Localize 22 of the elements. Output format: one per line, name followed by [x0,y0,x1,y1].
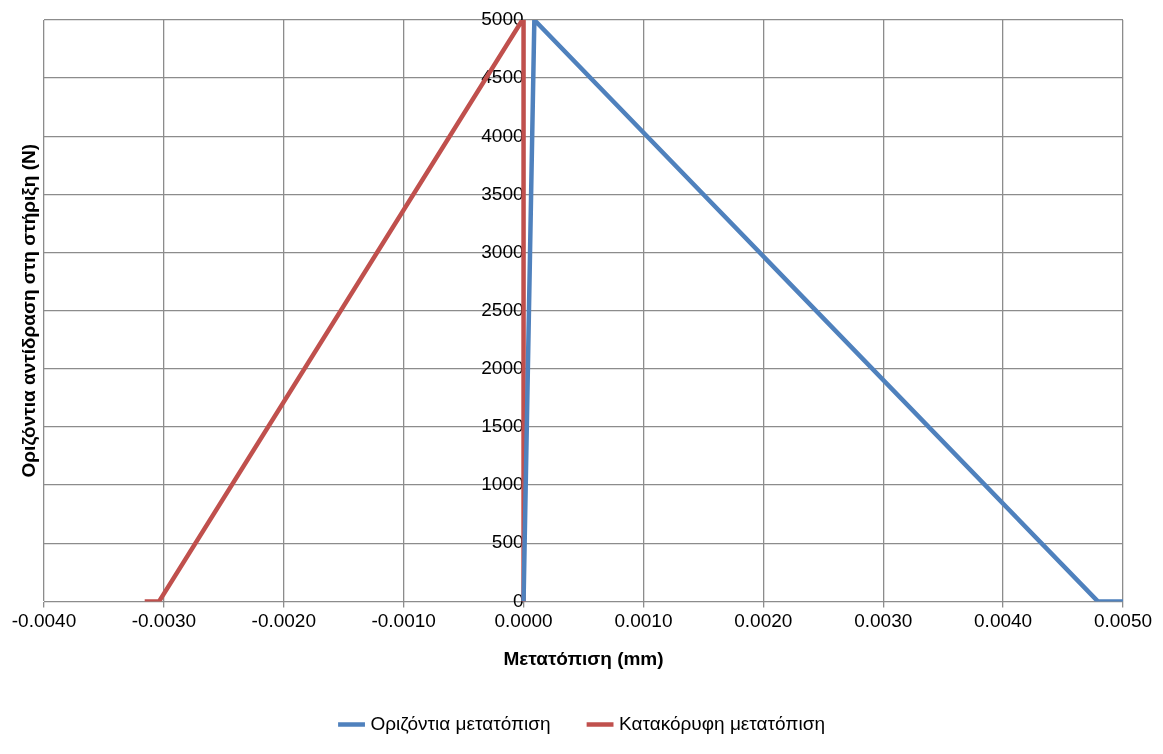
x-tick-label: -0.0040 [11,610,77,632]
y-tick-label: 500 [491,531,524,553]
y-tick-label: 4000 [481,124,524,146]
x-tick-label: 0.0040 [974,610,1033,632]
x-tick-label: 0.0050 [1093,610,1153,632]
x-tick-label: 0.0020 [734,610,793,632]
x-tick-label: -0.0010 [371,610,436,632]
legend-label: Κατακόρυφη μετατόπιση [619,712,825,734]
x-axis-title: Μετατόπιση (mm) [503,647,664,669]
y-tick-label: 2000 [481,357,524,379]
y-tick-label: 1500 [481,415,524,437]
x-tick-label: 0.0010 [614,610,673,632]
y-tick-label: 3500 [481,182,524,204]
y-tick-label: 1000 [481,473,524,495]
x-tick-label: 0.0030 [854,610,913,632]
y-tick-label: 3000 [481,240,524,262]
y-tick-label: 2500 [481,298,524,320]
x-tick-label: -0.0030 [131,610,197,632]
x-tick-label: -0.0020 [251,610,316,632]
y-axis-title: Οριζόντια αντίδραση στη στήριξη (N) [18,143,41,478]
x-tick-label: 0.0000 [494,610,553,632]
legend-label: Οριζόντια μετατόπιση [370,712,551,734]
